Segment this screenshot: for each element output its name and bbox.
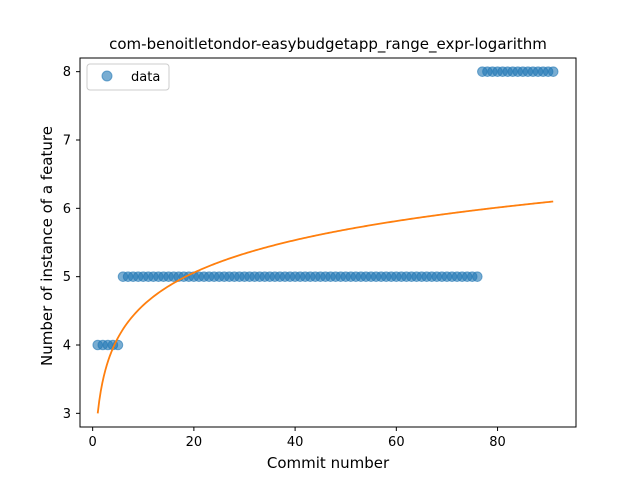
legend-marker-data [101, 70, 113, 82]
y-tick-label: 8 [63, 65, 71, 80]
plot-area [79, 57, 577, 428]
x-tick-label: 80 [489, 435, 506, 450]
fit-curve [96, 200, 554, 414]
y-tick-label: 6 [63, 202, 71, 217]
x-tick-label: 40 [287, 435, 304, 450]
chart-title: com-benoitletondor-easybudgetapp_range_e… [109, 35, 547, 54]
y-tick-label: 4 [63, 339, 71, 354]
x-tick-label: 60 [388, 435, 405, 450]
y-tick-label: 5 [63, 270, 71, 285]
x-tick-label: 20 [186, 435, 203, 450]
legend-label-data: data [131, 70, 160, 85]
x-axis-label: Commit number [267, 454, 390, 472]
legend-box [86, 63, 170, 91]
legend: data [86, 63, 170, 91]
data-point [472, 271, 483, 282]
y-tick-label: 7 [63, 134, 71, 149]
axis-ticks: 0 20 40 60 80 3 4 5 6 7 8 [63, 65, 506, 450]
y-axis-label: Number of instance of a feature [38, 126, 56, 366]
y-tick-label: 3 [63, 407, 71, 422]
x-tick-label: 0 [89, 435, 97, 450]
axes-frame [79, 57, 577, 428]
data-point [547, 66, 559, 77]
